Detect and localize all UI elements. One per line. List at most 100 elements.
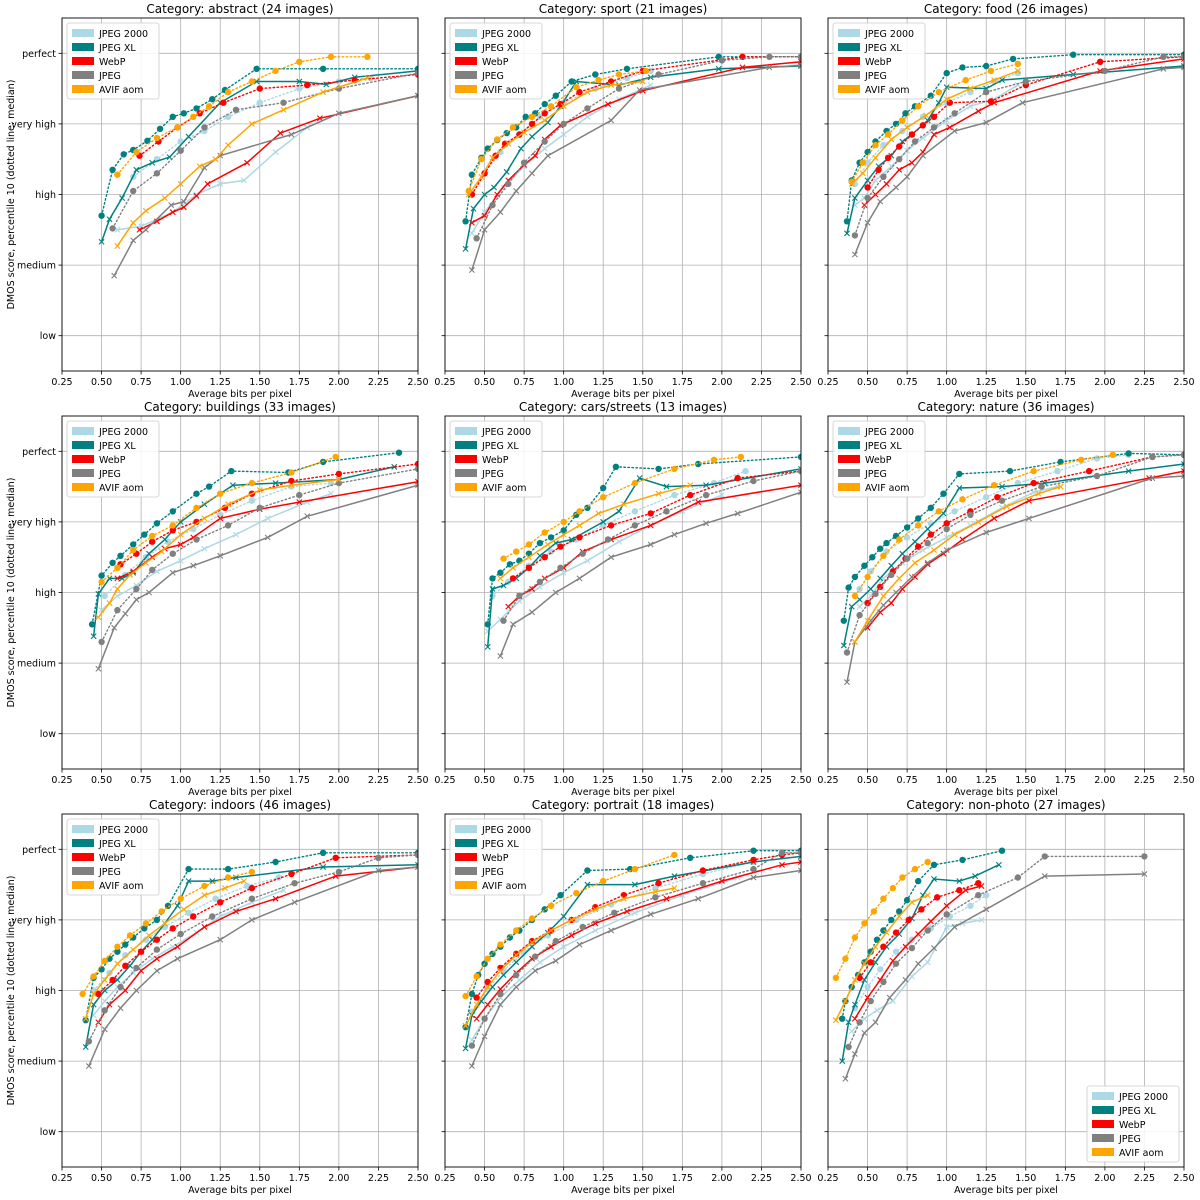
plot-frame <box>61 813 419 1168</box>
median-point <box>892 960 900 967</box>
p10-point <box>864 219 871 226</box>
p10-point <box>114 575 121 582</box>
legend-label: JPEG XL <box>98 839 136 850</box>
median-point <box>880 943 887 950</box>
p10-point <box>975 518 982 525</box>
median-point <box>924 539 931 547</box>
p10-point <box>130 946 137 953</box>
median-point <box>896 908 903 915</box>
median-point <box>832 974 840 981</box>
p10-point <box>500 582 507 589</box>
legend-swatch <box>838 71 860 79</box>
p10-point <box>229 482 236 489</box>
median-point <box>859 159 866 166</box>
x-tick-label: 0.25 <box>817 1173 838 1184</box>
median-point <box>193 504 200 511</box>
plot-area <box>462 847 801 1070</box>
p10-point <box>636 87 643 94</box>
p10-point <box>912 538 919 545</box>
x-tick-label: 1.00 <box>553 775 574 786</box>
p10-point <box>924 559 931 566</box>
median-point <box>1009 55 1017 63</box>
p10-point <box>177 531 184 538</box>
p10-point <box>484 983 491 990</box>
legend-swatch <box>838 455 860 463</box>
median-point <box>1085 467 1093 475</box>
legend-swatch <box>838 469 860 477</box>
median-point <box>304 81 311 89</box>
p10-point <box>193 192 200 199</box>
p10-point <box>883 929 890 936</box>
p10-point <box>864 177 871 184</box>
p10-point <box>221 885 228 892</box>
plot-area <box>484 453 801 660</box>
median-point <box>494 136 501 143</box>
median-point <box>750 865 757 873</box>
p10-point <box>888 163 895 170</box>
median-point <box>141 531 148 538</box>
p10-point <box>127 571 134 578</box>
p10-point <box>149 159 156 166</box>
x-tick-label: 0.50 <box>91 775 112 786</box>
p10-point <box>718 878 725 885</box>
p10-point <box>497 967 504 974</box>
median-point <box>149 566 156 574</box>
median-point <box>576 508 583 515</box>
median-point <box>631 522 639 529</box>
p10-point <box>296 499 303 506</box>
p10-point <box>864 617 871 624</box>
median-point <box>896 156 903 163</box>
panel-title: Category: sport (21 images) <box>539 2 708 16</box>
x-tick-label: 2.00 <box>328 377 349 388</box>
p10-point <box>959 536 966 543</box>
legend-label: JPEG 2000 <box>864 29 914 40</box>
p10-point <box>568 916 575 923</box>
median-point <box>256 85 263 92</box>
y-axis-label: DMOS score, percentile 10 (dotted line: … <box>6 80 17 310</box>
median-point <box>153 134 161 142</box>
legend: JPEG 2000 JPEG XL WebP JPEG AVIF aom <box>66 420 160 498</box>
p10-point <box>908 573 915 580</box>
p10-point <box>201 545 208 552</box>
p10-point <box>584 557 591 564</box>
p10-point <box>497 1001 504 1008</box>
p10-point <box>931 875 937 882</box>
p10-point <box>608 927 615 934</box>
median-point <box>109 976 116 984</box>
median-point <box>101 957 108 964</box>
median-point <box>663 508 670 515</box>
p10-point <box>193 191 200 198</box>
y-tick-label: perfect <box>22 845 56 856</box>
p10-point <box>90 633 97 640</box>
p10-point <box>185 878 192 885</box>
median-point <box>576 534 583 541</box>
median-point <box>319 65 327 73</box>
p10-point <box>174 943 181 950</box>
p10-point <box>244 159 251 166</box>
median-point <box>584 867 591 874</box>
legend-swatch <box>455 839 477 847</box>
median-point <box>473 235 480 242</box>
median-point <box>797 849 801 856</box>
median-point <box>1160 53 1167 60</box>
p10-point <box>872 959 879 966</box>
p10-point <box>1003 503 1010 510</box>
median-point <box>607 522 615 529</box>
median-point <box>867 948 874 955</box>
median-point <box>702 491 710 499</box>
p10-point <box>943 902 950 909</box>
median-point <box>248 78 256 85</box>
x-tick-label: 2.25 <box>1134 377 1155 388</box>
p10-line <box>139 94 418 231</box>
median-point <box>547 902 555 909</box>
median-line <box>846 54 1184 223</box>
median-point <box>856 1019 863 1026</box>
p10-point <box>631 909 638 916</box>
median-point <box>867 568 874 575</box>
p10-point <box>584 881 591 888</box>
legend-swatch <box>72 867 94 875</box>
median-point <box>481 1015 488 1022</box>
x-tick-label: 2.25 <box>751 775 772 786</box>
p10-point <box>291 899 298 906</box>
median-point <box>903 896 911 904</box>
